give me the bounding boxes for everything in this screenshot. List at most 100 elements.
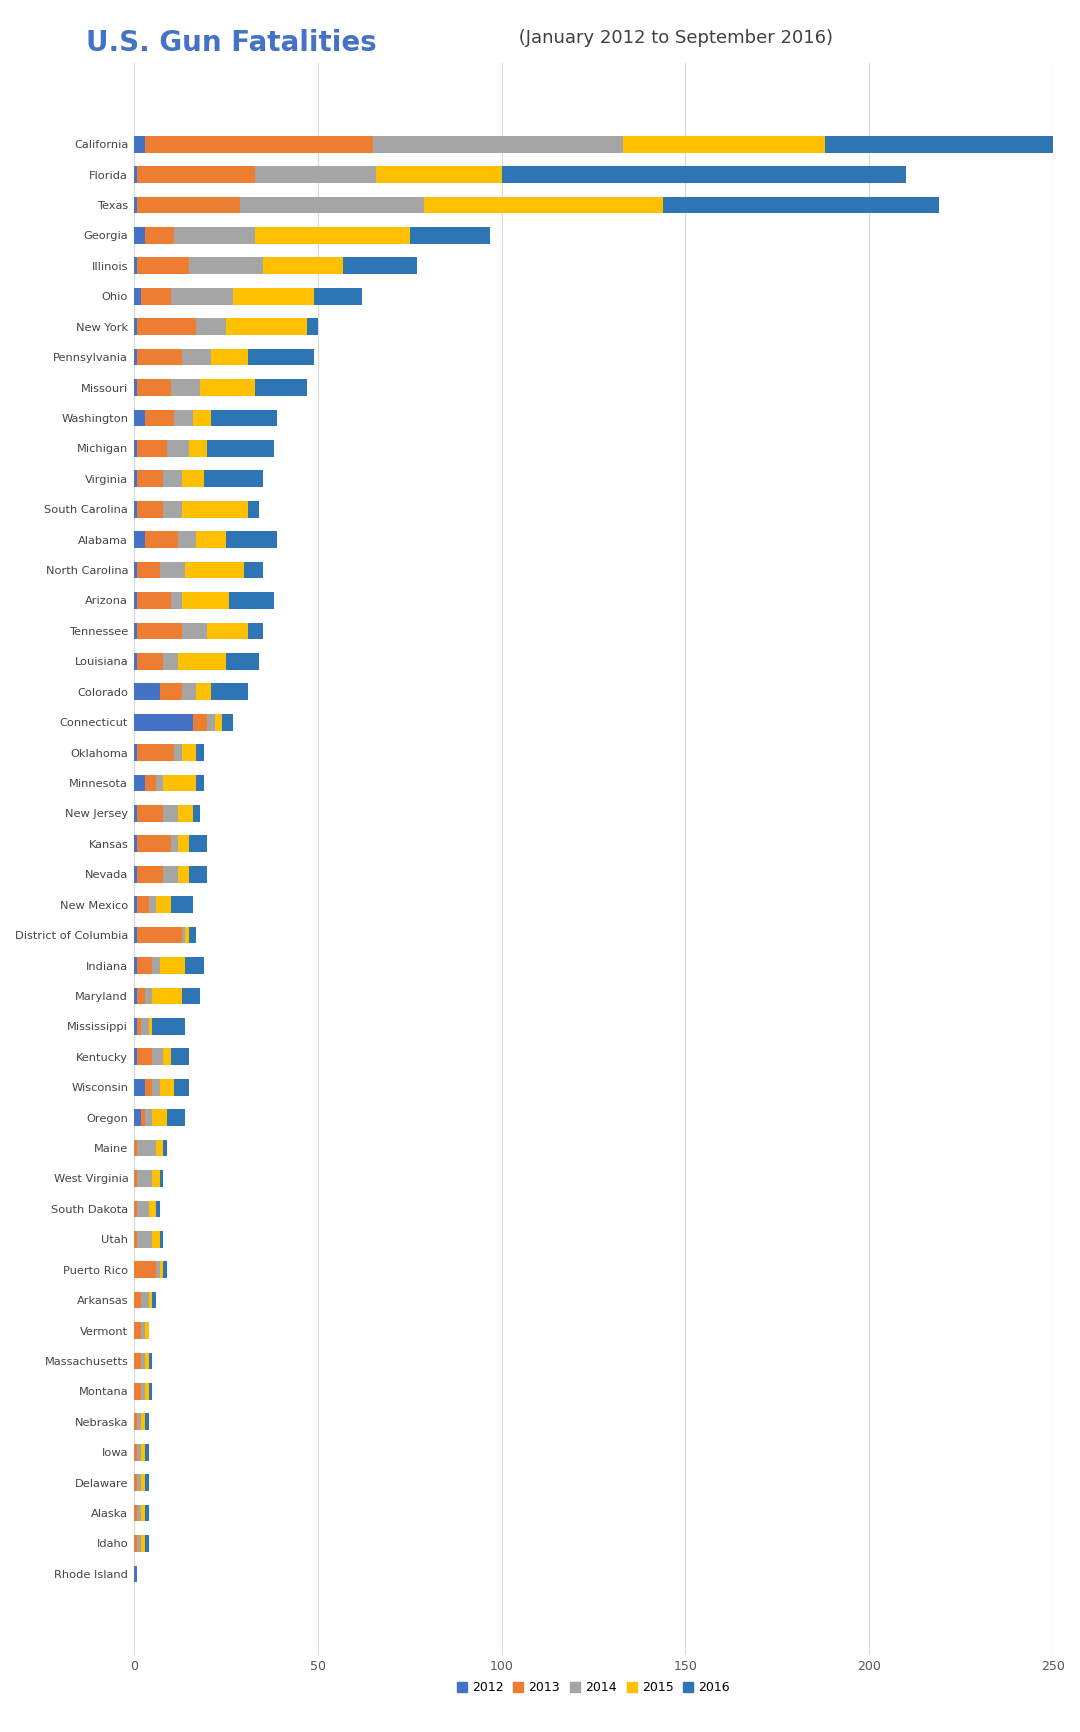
Bar bbox=[152, 1108, 167, 1126]
Bar bbox=[134, 805, 137, 821]
Bar bbox=[137, 1048, 152, 1065]
Bar bbox=[141, 288, 171, 305]
Bar bbox=[134, 1322, 141, 1339]
Bar bbox=[141, 1353, 145, 1370]
Bar bbox=[171, 1048, 189, 1065]
Text: (January 2012 to September 2016): (January 2012 to September 2016) bbox=[513, 29, 833, 47]
Bar bbox=[137, 745, 174, 760]
Bar bbox=[149, 1384, 152, 1399]
Bar bbox=[189, 440, 207, 457]
Bar bbox=[137, 1171, 152, 1186]
Bar bbox=[134, 1200, 137, 1218]
Bar bbox=[145, 409, 174, 426]
Bar bbox=[134, 895, 137, 913]
Bar bbox=[137, 197, 241, 213]
Bar bbox=[186, 927, 189, 944]
Bar bbox=[137, 166, 255, 184]
Bar bbox=[307, 319, 318, 334]
Bar bbox=[141, 1018, 149, 1034]
Bar bbox=[163, 471, 181, 487]
Bar bbox=[134, 1384, 141, 1399]
Bar bbox=[134, 1048, 137, 1065]
Bar bbox=[192, 805, 200, 821]
Bar bbox=[145, 1474, 149, 1491]
Bar bbox=[137, 1018, 141, 1034]
Bar bbox=[141, 1474, 145, 1491]
Bar bbox=[134, 592, 137, 610]
Bar bbox=[152, 987, 181, 1005]
Bar bbox=[163, 1140, 167, 1157]
Bar bbox=[167, 1108, 186, 1126]
Bar bbox=[160, 1231, 163, 1247]
Bar bbox=[197, 532, 226, 547]
Bar bbox=[181, 684, 197, 700]
Bar bbox=[134, 714, 192, 731]
Bar bbox=[152, 958, 160, 973]
Bar bbox=[163, 774, 197, 792]
Bar bbox=[197, 684, 211, 700]
Bar bbox=[149, 1200, 156, 1218]
Bar bbox=[171, 288, 233, 305]
Bar bbox=[247, 501, 259, 518]
Bar bbox=[137, 1474, 141, 1491]
Bar bbox=[137, 379, 171, 397]
Bar bbox=[134, 409, 145, 426]
Bar bbox=[226, 653, 259, 670]
Bar bbox=[156, 1261, 160, 1278]
Bar bbox=[156, 1200, 160, 1218]
Bar bbox=[145, 227, 174, 244]
Bar bbox=[181, 745, 197, 760]
Bar bbox=[174, 745, 181, 760]
Bar bbox=[204, 471, 262, 487]
Bar bbox=[145, 1353, 149, 1370]
Bar bbox=[211, 348, 247, 365]
Bar bbox=[247, 622, 262, 639]
Bar bbox=[189, 866, 207, 883]
Bar bbox=[343, 258, 417, 274]
Bar bbox=[314, 288, 362, 305]
Bar bbox=[145, 1108, 152, 1126]
Bar bbox=[197, 319, 226, 334]
Bar bbox=[141, 1292, 149, 1308]
Bar bbox=[174, 1079, 189, 1096]
Bar bbox=[134, 1505, 137, 1521]
Bar bbox=[152, 1018, 186, 1034]
Bar bbox=[163, 1261, 167, 1278]
Bar bbox=[152, 1079, 160, 1096]
Bar bbox=[152, 1048, 163, 1065]
Bar bbox=[247, 348, 314, 365]
Bar bbox=[181, 592, 229, 610]
Bar bbox=[134, 379, 137, 397]
Bar bbox=[145, 135, 373, 152]
Bar bbox=[137, 471, 163, 487]
Bar bbox=[137, 622, 181, 639]
Bar bbox=[171, 835, 178, 852]
Bar bbox=[623, 135, 825, 152]
Bar bbox=[163, 653, 178, 670]
Bar bbox=[141, 1108, 145, 1126]
Bar bbox=[134, 1231, 137, 1247]
Bar bbox=[137, 1444, 141, 1460]
Bar bbox=[134, 1261, 156, 1278]
Bar bbox=[171, 592, 181, 610]
Bar bbox=[197, 745, 204, 760]
Bar bbox=[134, 987, 137, 1005]
Bar bbox=[134, 501, 137, 518]
Bar bbox=[178, 653, 226, 670]
Bar bbox=[663, 197, 940, 213]
Bar bbox=[192, 409, 211, 426]
Bar bbox=[137, 1413, 141, 1431]
Bar bbox=[134, 1474, 137, 1491]
Bar bbox=[134, 348, 137, 365]
Bar bbox=[134, 835, 137, 852]
Bar bbox=[197, 774, 204, 792]
Bar bbox=[137, 1535, 141, 1552]
Bar bbox=[134, 532, 145, 547]
Bar bbox=[145, 1505, 149, 1521]
Bar bbox=[141, 1535, 145, 1552]
Bar bbox=[255, 379, 307, 397]
Bar bbox=[215, 714, 222, 731]
Bar bbox=[134, 1018, 137, 1034]
Bar bbox=[189, 258, 262, 274]
Bar bbox=[145, 1322, 149, 1339]
